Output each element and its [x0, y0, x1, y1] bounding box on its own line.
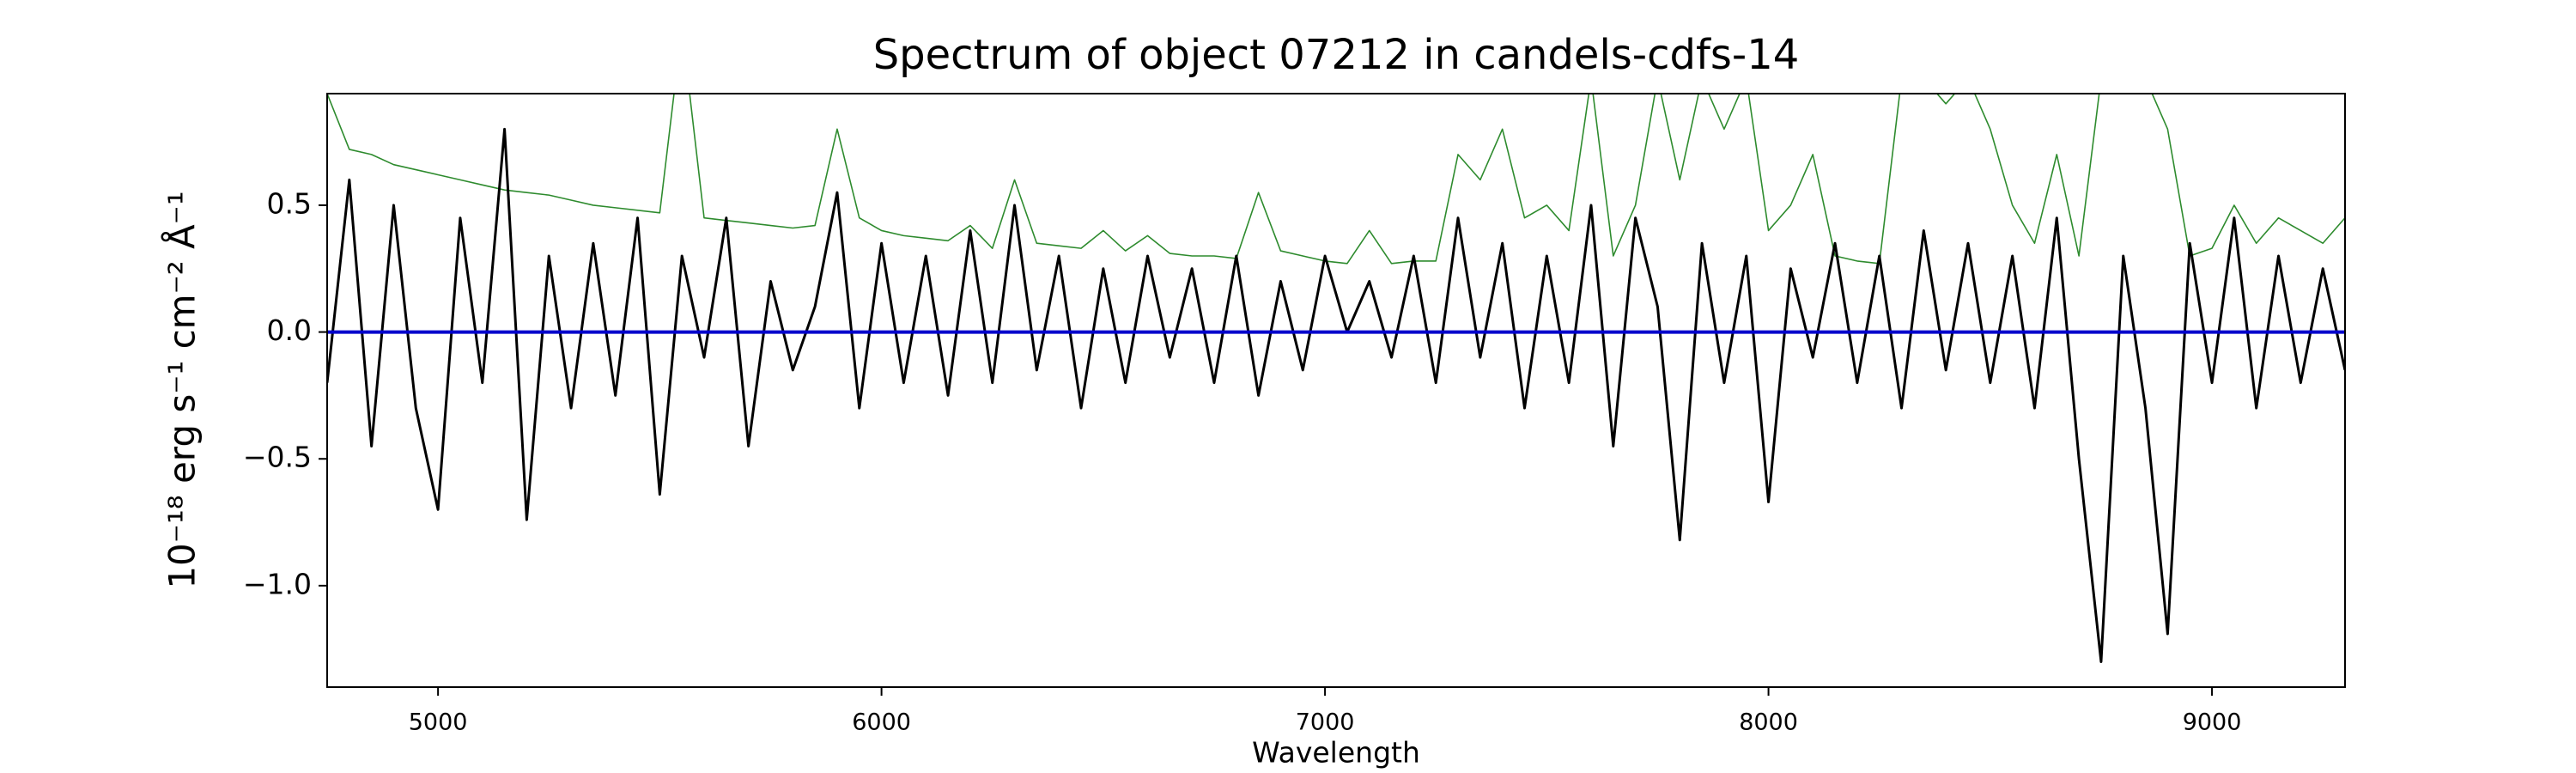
spectrum-line — [327, 127, 2345, 663]
y-tick-label: −0.5 — [243, 441, 312, 474]
y-tick-label: 0.5 — [267, 186, 312, 220]
chart-title: Spectrum of object 07212 in candels-cdfs… — [873, 31, 1800, 79]
y-tick-label: 0.0 — [267, 313, 312, 347]
x-tick-label: 8000 — [1739, 709, 1798, 736]
x-axis-label: Wavelength — [1252, 736, 1420, 770]
x-tick-label: 5000 — [409, 709, 468, 736]
spectrum-line — [327, 94, 2345, 265]
x-tick-label: 6000 — [852, 709, 911, 736]
y-axis-label: 10⁻¹⁸ erg s⁻¹ cm⁻² Å⁻¹ — [161, 191, 204, 588]
y-tick-label: −1.0 — [243, 567, 312, 600]
x-tick-label: 9000 — [2183, 709, 2242, 736]
plot-area — [327, 94, 2345, 663]
x-tick-label: 7000 — [1296, 709, 1355, 736]
axes-frame — [326, 93, 2346, 688]
